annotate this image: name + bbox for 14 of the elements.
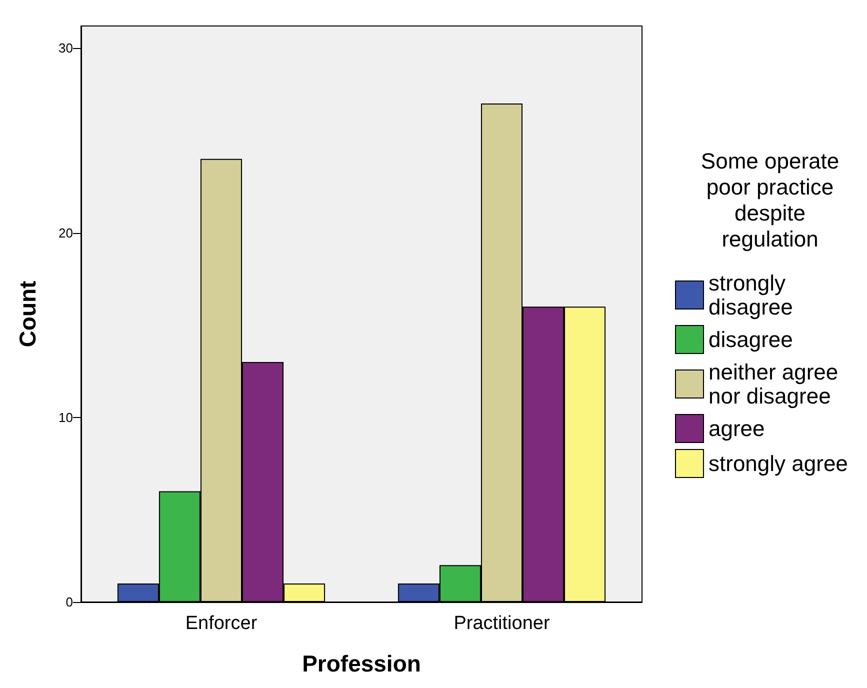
legend-label: disagree xyxy=(708,327,793,352)
y-axis-title: Count xyxy=(14,280,40,348)
y-tick-label: 0 xyxy=(66,594,73,610)
y-tick-label: 20 xyxy=(58,225,73,240)
x-tick-label: Practitioner xyxy=(454,613,550,634)
y-tick-label: 30 xyxy=(58,40,73,56)
legend-label: agree xyxy=(708,416,765,441)
legend-label: neither agree nor disagree xyxy=(708,360,844,408)
legend-label: strongly disagree xyxy=(708,270,793,320)
x-axis-title: Profession xyxy=(302,650,421,676)
y-tick-label: 10 xyxy=(58,410,73,425)
x-tick-label: Enforcer xyxy=(185,613,258,634)
legend-title: Some operate poor practice despite regulation xyxy=(700,148,840,252)
legend-label: strongly agree xyxy=(708,451,848,476)
